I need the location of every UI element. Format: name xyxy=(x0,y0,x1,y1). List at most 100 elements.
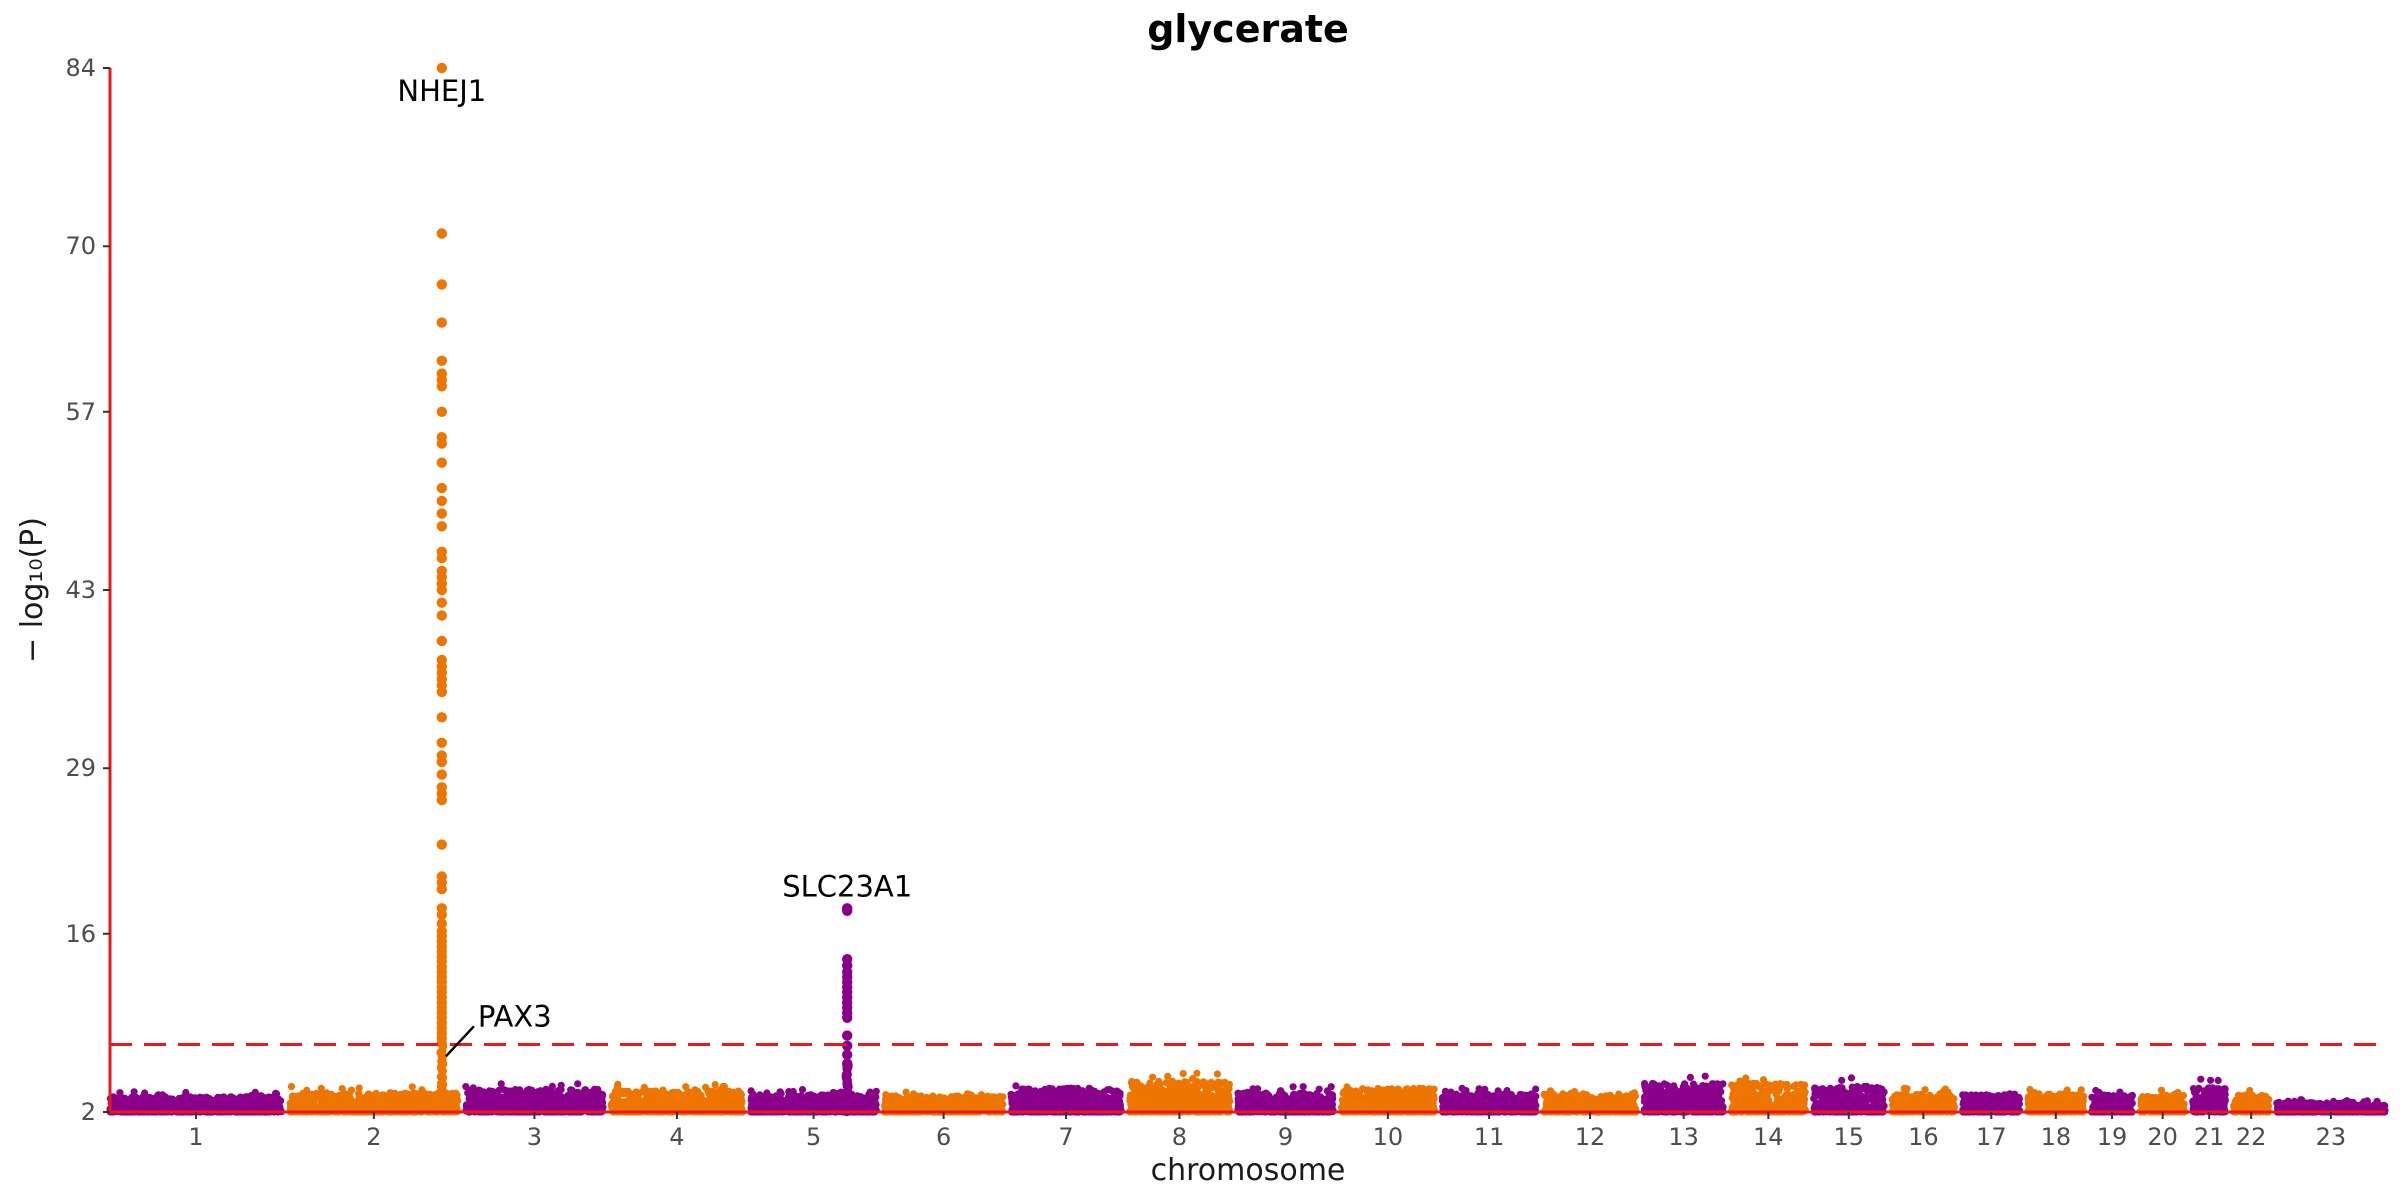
snp-point xyxy=(581,1102,589,1110)
snp-point xyxy=(425,1090,433,1098)
snp-point xyxy=(805,1093,813,1102)
snp-point xyxy=(668,1089,676,1097)
snp-point xyxy=(641,1089,649,1097)
snp-point xyxy=(655,1089,663,1097)
snp-point xyxy=(380,1100,388,1108)
snp-point xyxy=(832,1089,840,1098)
snp-point xyxy=(598,1091,607,1099)
snp-point xyxy=(720,1103,729,1111)
snp-point xyxy=(392,1101,400,1109)
snp-point xyxy=(990,1097,999,1105)
snp-point xyxy=(633,1103,642,1111)
snp-point xyxy=(317,1084,325,1092)
snp-point xyxy=(287,1083,296,1091)
snp-point xyxy=(450,1096,458,1104)
snp-point xyxy=(272,1090,281,1098)
snp-point xyxy=(339,1097,347,1105)
snp-point xyxy=(170,1103,179,1111)
snp-point xyxy=(486,1095,494,1104)
snp-point xyxy=(365,1103,373,1111)
snp-point xyxy=(563,1096,571,1104)
snp-point xyxy=(726,1093,734,1101)
chart-title: glycerate xyxy=(1147,7,1349,51)
snp-point xyxy=(735,1100,743,1108)
snp-point xyxy=(486,1088,494,1096)
snp-point xyxy=(956,1093,964,1101)
snp-point xyxy=(574,1080,582,1088)
snp-point xyxy=(827,1099,835,1107)
snp-point xyxy=(798,1086,807,1094)
snp-point xyxy=(557,1081,565,1089)
snp-point xyxy=(261,1098,270,1106)
snp-point xyxy=(130,1088,138,1096)
snp-point xyxy=(597,1099,605,1107)
snp-point xyxy=(694,1087,702,1095)
snp-point xyxy=(772,1095,781,1103)
snp-point xyxy=(303,1086,311,1094)
snp-point xyxy=(186,1101,194,1109)
snp-point xyxy=(622,1098,630,1106)
snp-point xyxy=(941,1103,949,1112)
snp-point xyxy=(498,1096,506,1104)
snp-point xyxy=(616,1101,624,1109)
snp-point xyxy=(569,1099,577,1107)
snp-point xyxy=(380,1092,388,1100)
snp-point xyxy=(408,1083,416,1091)
snp-point xyxy=(583,1094,591,1102)
snp-point xyxy=(206,1096,214,1104)
snp-point xyxy=(146,1095,155,1103)
snp-point xyxy=(227,1093,235,1101)
snp-point xyxy=(467,1092,475,1100)
snp-point xyxy=(371,1097,379,1105)
snp-point xyxy=(492,1089,500,1097)
snp-point xyxy=(516,1090,524,1098)
snp-point xyxy=(789,1101,797,1109)
snp-point xyxy=(111,1094,119,1102)
snp-point xyxy=(788,1093,796,1101)
snp-point xyxy=(131,1094,139,1102)
snp-point xyxy=(161,1094,169,1102)
snp-point xyxy=(213,1095,221,1103)
snp-point xyxy=(747,1087,755,1095)
snp-point xyxy=(968,1101,977,1109)
snp-point xyxy=(426,1100,434,1108)
snp-point xyxy=(512,1096,520,1105)
snp-point xyxy=(869,1096,877,1104)
snp-point xyxy=(668,1095,676,1103)
snp-point xyxy=(711,1081,719,1089)
snp-point xyxy=(406,1091,415,1099)
snp-point xyxy=(853,1092,861,1100)
snp-point xyxy=(705,1090,713,1098)
snp-point xyxy=(683,1089,691,1098)
snp-point xyxy=(719,1082,727,1091)
snp-point xyxy=(655,1102,664,1110)
snp-point xyxy=(618,1087,626,1095)
snp-point xyxy=(682,1083,690,1091)
snp-point xyxy=(725,1087,733,1095)
snp-point xyxy=(390,1090,398,1098)
snp-point xyxy=(937,1095,945,1104)
snp-point xyxy=(240,1097,248,1105)
snp-point xyxy=(813,1098,821,1106)
snp-point xyxy=(888,1098,897,1106)
snp-point xyxy=(755,1102,764,1111)
data-points xyxy=(106,1069,2389,1116)
snp-point xyxy=(317,1099,325,1107)
snp-point xyxy=(480,1092,488,1100)
snp-point xyxy=(571,1089,579,1097)
snp-point xyxy=(180,1093,188,1101)
snp-point xyxy=(544,1092,552,1100)
snp-point xyxy=(634,1094,642,1102)
snp-point xyxy=(817,1091,826,1099)
snp-point xyxy=(872,1087,880,1095)
snp-point xyxy=(590,1085,599,1093)
snp-point xyxy=(609,1098,618,1106)
snp-point xyxy=(199,1094,207,1103)
snp-point xyxy=(975,1101,984,1109)
snp-point xyxy=(756,1094,764,1102)
snp-point xyxy=(501,1086,509,1094)
snp-point xyxy=(327,1090,335,1098)
snp-point xyxy=(892,1092,900,1100)
snp-point xyxy=(355,1084,363,1092)
